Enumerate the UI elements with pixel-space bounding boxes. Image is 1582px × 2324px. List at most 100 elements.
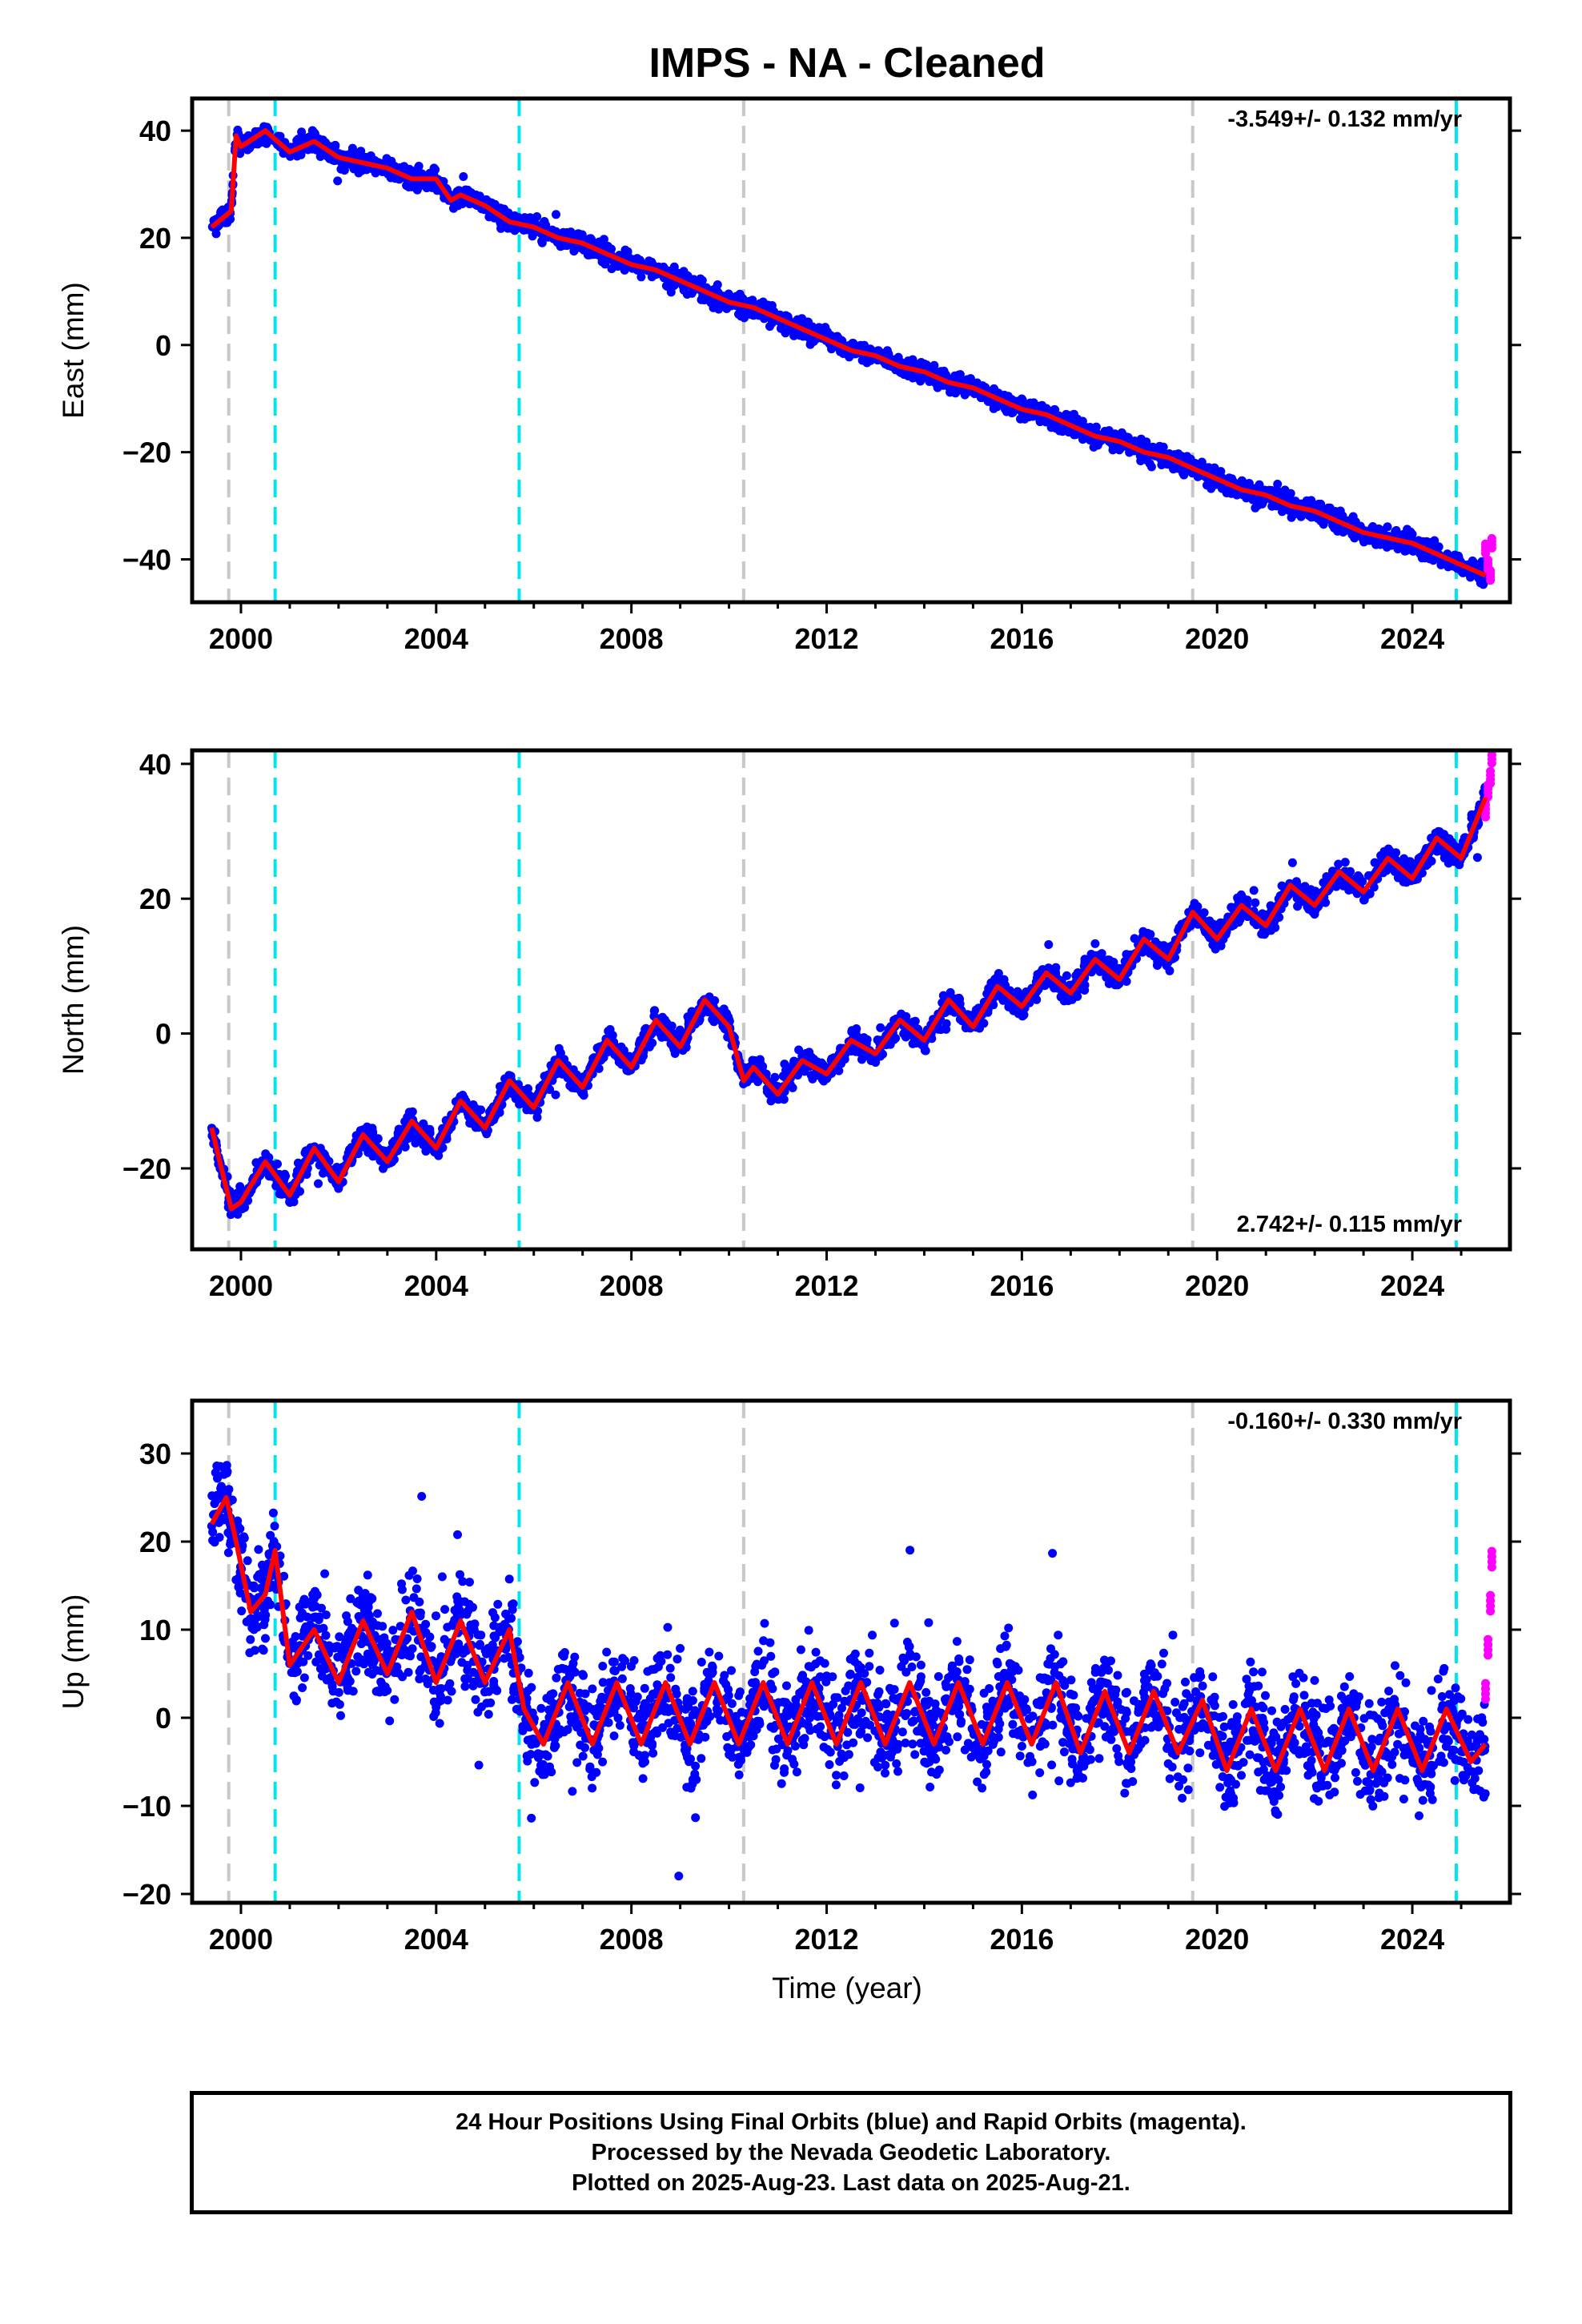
final-orbit-point <box>417 180 427 190</box>
y-tick-label: 40 <box>139 115 171 147</box>
final-orbit-point <box>794 1045 804 1055</box>
final-orbit-point <box>411 1132 420 1142</box>
final-orbit-point <box>975 1023 984 1033</box>
final-orbit-point <box>484 212 494 222</box>
final-orbit-point <box>960 390 970 400</box>
final-orbit-point <box>1157 460 1166 469</box>
final-orbit-point <box>572 243 581 252</box>
final-orbit-point <box>1407 545 1417 555</box>
final-orbit-point <box>369 1151 379 1160</box>
y-axis-label: East (mm) <box>57 282 90 419</box>
y-tick-label: 20 <box>139 222 171 255</box>
final-orbit-point <box>788 1083 797 1092</box>
final-orbit-point <box>814 323 824 332</box>
final-orbit-point <box>532 1112 542 1122</box>
final-orbit-point <box>1079 434 1089 444</box>
final-orbit-point <box>574 229 584 239</box>
final-orbit-point <box>216 207 226 217</box>
final-orbit-point <box>938 991 948 1000</box>
model-fit-line <box>210 128 1487 578</box>
figure-title: IMPS - NA - Cleaned <box>648 40 1045 86</box>
final-orbit-point <box>902 358 912 367</box>
final-orbit-point <box>537 238 547 247</box>
rapid-orbit-point <box>1487 533 1496 543</box>
final-orbit-point <box>736 309 745 319</box>
final-orbit-point <box>1069 409 1078 419</box>
final-orbit-point <box>1029 398 1038 408</box>
final-orbit-point <box>510 211 520 220</box>
final-orbit-point <box>687 288 697 298</box>
final-orbit-point <box>459 172 468 181</box>
rapid-orbit-point <box>1484 555 1493 565</box>
final-orbit-point <box>976 393 986 403</box>
final-orbit-point <box>414 163 424 171</box>
final-orbit-point <box>705 296 714 305</box>
final-orbit-point <box>294 135 303 144</box>
final-orbit-point <box>806 1071 816 1080</box>
final-orbit-point <box>966 374 975 384</box>
final-orbit-point <box>301 1146 311 1156</box>
final-orbit-point <box>211 229 221 239</box>
final-orbit-point <box>411 1138 420 1148</box>
final-orbit-point <box>797 314 807 324</box>
final-orbit-point <box>1234 896 1243 906</box>
final-orbit-point <box>790 331 799 340</box>
final-orbit-point <box>1291 877 1301 887</box>
final-orbit-point <box>1122 977 1131 986</box>
final-orbit-point <box>1158 442 1168 452</box>
final-orbit-point <box>636 272 646 282</box>
final-orbit-point <box>361 152 371 162</box>
final-orbit-point <box>1044 940 1054 949</box>
final-orbit-point <box>690 276 700 286</box>
final-orbit-point <box>845 352 854 362</box>
final-orbit-point <box>1306 885 1315 895</box>
final-orbit-point <box>408 1107 417 1116</box>
final-orbit-point <box>614 1057 624 1067</box>
final-orbit-point <box>1374 524 1383 533</box>
final-orbit-point <box>1064 428 1074 437</box>
final-orbit-point <box>325 154 335 163</box>
final-orbit-point <box>1391 848 1400 858</box>
final-orbit-point <box>1259 497 1268 506</box>
final-orbit-point <box>825 331 835 340</box>
final-orbit-point <box>314 1179 323 1188</box>
x-tick-label: 2012 <box>794 622 858 655</box>
final-orbit-point <box>587 235 596 244</box>
final-orbit-point <box>1334 859 1343 869</box>
final-orbit-point <box>453 201 463 211</box>
final-orbit-point <box>607 264 616 274</box>
velocity-label: -3.549+/- 0.132 mm/yr <box>1227 107 1462 132</box>
final-orbit-point <box>1423 552 1433 561</box>
final-orbit-point <box>954 373 964 383</box>
x-tick-label: 2000 <box>209 622 273 655</box>
final-orbit-point <box>847 1027 857 1036</box>
final-orbit-point <box>1383 522 1392 532</box>
y-tick-label: 0 <box>155 329 171 362</box>
final-orbit-point <box>520 213 529 223</box>
final-orbit-point <box>251 1158 261 1168</box>
final-orbit-point <box>1287 513 1296 522</box>
x-tick-label: 2008 <box>600 622 664 655</box>
panel-2: 2000 2004 2008 2012 2016 2020 202440200−20Nort… <box>57 748 1521 1302</box>
final-orbit-point <box>1159 941 1169 951</box>
final-orbit-point <box>1425 537 1434 547</box>
final-orbit-point <box>1265 485 1274 495</box>
panel-1: 2000 2004 2008 2012 2016 2020 202440200−20−40E… <box>57 96 1521 655</box>
final-orbit-point <box>1115 444 1125 454</box>
final-orbit-point <box>431 165 440 175</box>
final-orbit-point <box>500 207 510 216</box>
plot-area <box>207 750 1496 1249</box>
x-tick-label: 2004 <box>404 622 468 655</box>
x-tick-label: 2016 <box>990 622 1054 655</box>
final-orbit-point <box>1272 488 1282 497</box>
final-orbit-point <box>432 186 442 195</box>
final-orbit-point <box>1359 895 1369 905</box>
final-orbit-point <box>490 199 500 209</box>
plot-area <box>207 99 1496 602</box>
final-orbit-point <box>608 1031 617 1040</box>
final-orbit-point <box>1251 898 1260 907</box>
final-orbit-point <box>1136 456 1146 465</box>
final-orbit-point <box>1287 858 1297 867</box>
final-orbit-point <box>243 145 252 155</box>
final-orbit-point <box>1307 496 1316 505</box>
